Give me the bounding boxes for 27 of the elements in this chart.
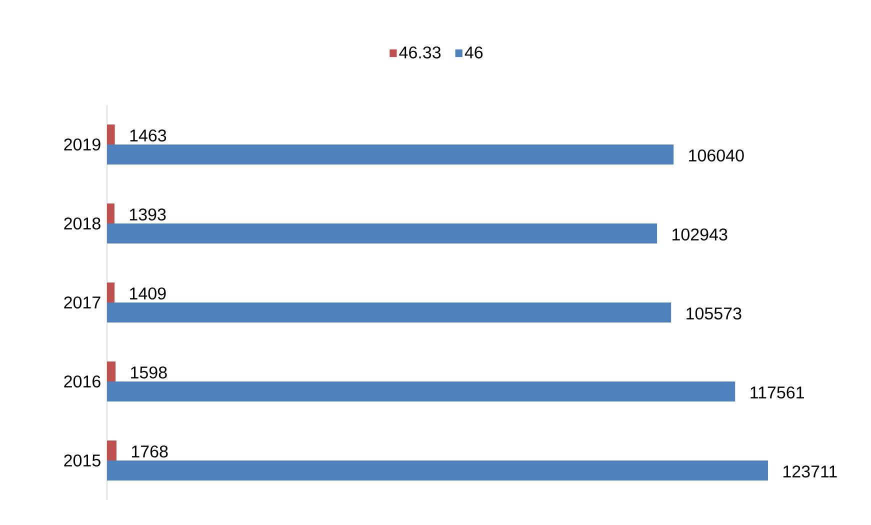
data-label: 102943	[672, 228, 728, 241]
y-tick-label: 2017	[64, 296, 100, 309]
data-label: 1463	[130, 129, 166, 142]
bar	[107, 203, 114, 224]
y-tick-label: 2016	[64, 375, 100, 388]
data-label: 1768	[132, 445, 168, 458]
bar	[107, 440, 116, 460]
legend-label: 46.33	[399, 46, 441, 58]
data-label: 1409	[130, 287, 166, 300]
bar	[107, 361, 116, 382]
bar	[107, 144, 674, 164]
bar	[107, 223, 658, 244]
bar	[107, 282, 115, 302]
legend-label: 46	[464, 46, 483, 58]
data-label: 1598	[131, 366, 167, 379]
data-label: 106040	[689, 149, 744, 162]
y-tick-label: 2018	[64, 217, 100, 230]
data-label: 105573	[686, 307, 742, 320]
bar	[107, 302, 672, 322]
bar	[107, 381, 736, 402]
bar	[107, 124, 115, 144]
y-tick-label: 2019	[64, 138, 100, 151]
data-label: 123711	[784, 465, 837, 478]
data-label: 1393	[130, 208, 166, 221]
y-tick-label: 2015	[64, 454, 100, 467]
bar	[107, 460, 768, 480]
data-label: 117561	[750, 386, 804, 399]
